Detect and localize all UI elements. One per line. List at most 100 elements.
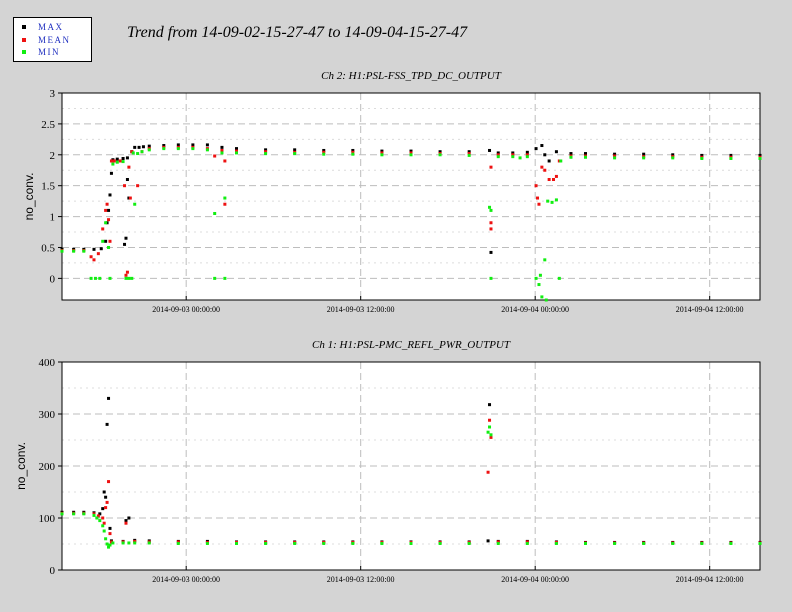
- data-point: [758, 155, 762, 159]
- data-point: [380, 540, 384, 544]
- data-point: [351, 150, 355, 154]
- data-point: [534, 184, 538, 188]
- data-point: [72, 249, 76, 253]
- data-point: [82, 247, 86, 251]
- data-point: [60, 247, 64, 251]
- series-mean: [60, 418, 762, 545]
- data-point: [642, 156, 646, 160]
- data-point: [112, 159, 116, 163]
- y-tick-label: 0: [50, 565, 56, 577]
- data-point: [543, 168, 547, 172]
- data-point: [95, 516, 99, 520]
- data-point: [176, 541, 180, 545]
- data-point: [671, 156, 675, 160]
- data-point: [72, 510, 76, 514]
- chart-2: 0 100 200 300 400 2014-09-03 00:00:00 2014-09-…: [14, 339, 762, 584]
- data-point: [108, 526, 112, 530]
- data-point: [127, 276, 131, 280]
- data-point: [235, 147, 238, 151]
- data-point: [540, 144, 544, 148]
- data-point: [121, 160, 125, 164]
- y-tick-label: 3: [50, 88, 56, 100]
- data-point: [489, 221, 493, 225]
- data-point: [104, 208, 108, 212]
- data-point: [60, 512, 64, 516]
- data-point: [613, 156, 617, 160]
- data-point: [105, 422, 109, 426]
- data-point: [642, 540, 646, 544]
- data-point: [351, 152, 355, 156]
- data-point: [613, 154, 617, 158]
- data-point: [102, 529, 106, 533]
- legend: MAX MEAN MIN: [13, 17, 92, 62]
- data-point: [557, 159, 561, 163]
- data-point: [108, 543, 112, 547]
- data-point: [671, 541, 675, 545]
- data-point: [105, 542, 109, 546]
- data-point: [613, 541, 617, 545]
- data-point: [511, 155, 515, 159]
- data-point: [223, 196, 227, 200]
- x-tick-label: 2014-09-04 00:00:00: [501, 575, 569, 584]
- data-point: [488, 205, 492, 209]
- data-point: [758, 541, 762, 545]
- trend-title: Trend from 14-09-02-15-27-47 to 14-09-04…: [127, 24, 468, 41]
- data-point: [147, 539, 151, 543]
- data-point: [550, 200, 554, 204]
- data-point: [486, 470, 490, 474]
- data-point: [554, 198, 558, 202]
- data-point: [133, 202, 137, 206]
- data-point: [409, 153, 413, 157]
- data-point: [489, 227, 493, 231]
- y-tick-label: 0: [50, 273, 56, 285]
- data-point: [729, 153, 733, 157]
- data-point: [130, 276, 134, 280]
- data-point: [758, 540, 762, 544]
- data-point: [557, 276, 561, 280]
- data-point: [351, 540, 355, 544]
- data-point: [488, 403, 492, 407]
- data-point: [107, 480, 111, 484]
- data-point: [205, 539, 209, 543]
- data-point: [489, 208, 493, 212]
- data-point: [130, 150, 134, 154]
- data-point: [642, 541, 646, 545]
- data-point: [176, 540, 180, 544]
- data-point: [569, 155, 573, 159]
- data-point: [109, 539, 113, 543]
- data-point: [223, 202, 227, 206]
- data-point: [537, 202, 541, 206]
- data-point: [93, 276, 97, 280]
- data-point: [104, 239, 108, 243]
- series-min: [60, 425, 762, 549]
- data-point: [133, 541, 137, 545]
- data-point: [554, 541, 558, 545]
- data-point: [584, 541, 587, 545]
- data-point: [176, 539, 180, 543]
- data-point: [293, 541, 297, 545]
- data-point: [264, 540, 268, 544]
- data-point: [105, 221, 109, 225]
- data-point: [205, 148, 209, 152]
- data-point: [104, 537, 108, 541]
- data-point: [82, 510, 86, 514]
- data-point: [191, 145, 195, 149]
- data-point: [438, 541, 442, 545]
- data-point: [176, 143, 180, 147]
- data-point: [642, 541, 646, 545]
- data-point: [671, 155, 675, 159]
- y-tick-label: 1: [50, 212, 56, 224]
- data-point: [98, 512, 102, 516]
- data-point: [124, 519, 128, 523]
- data-point: [488, 418, 492, 422]
- data-point: [511, 151, 515, 155]
- data-point: [380, 149, 384, 153]
- data-point: [729, 540, 733, 544]
- data-point: [133, 539, 137, 543]
- data-point: [322, 541, 326, 545]
- data-point: [584, 155, 587, 159]
- data-point: [700, 541, 704, 545]
- data-point: [758, 156, 762, 160]
- data-point: [60, 511, 64, 515]
